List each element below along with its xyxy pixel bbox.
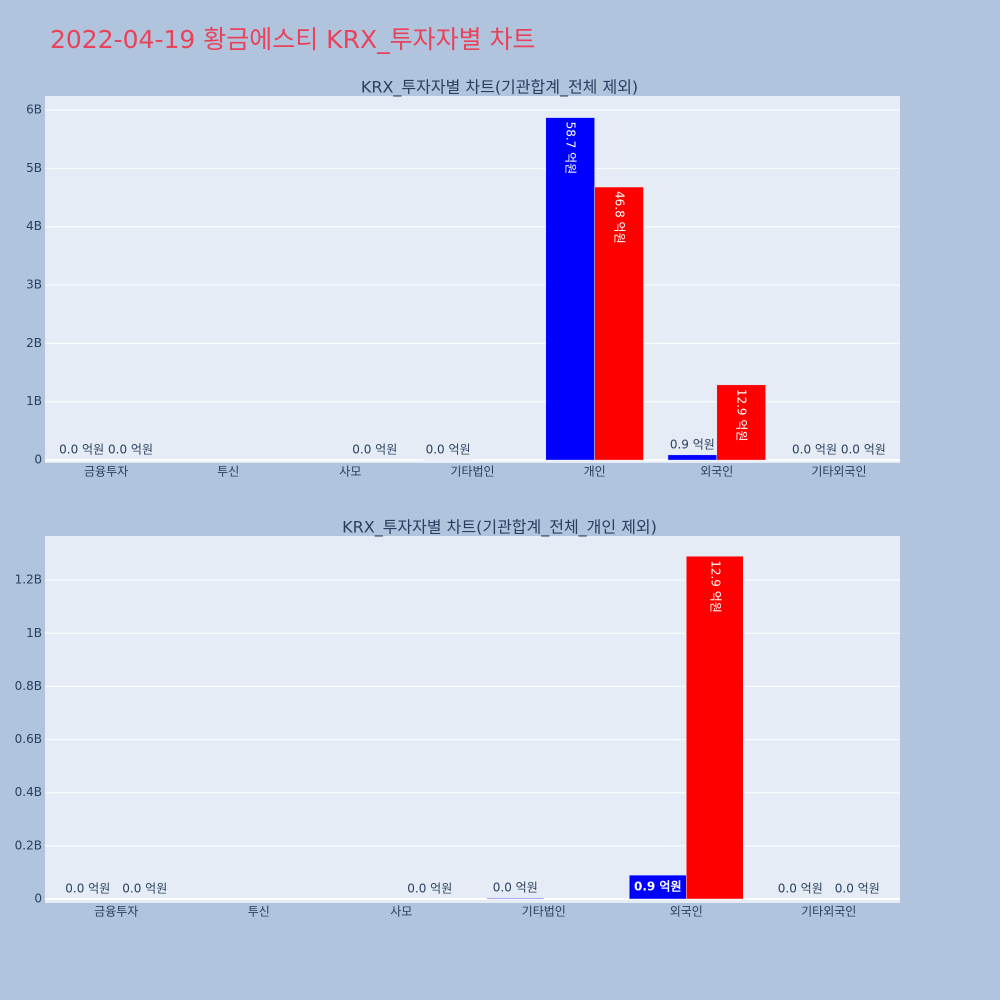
x-tick-label: 투신: [217, 465, 239, 479]
value-label: 0.0 억원: [792, 443, 837, 457]
y-tick-label: 0: [34, 453, 42, 467]
y-tick-label: 0.6B: [15, 732, 42, 746]
value-label: 0.0 억원: [108, 443, 153, 457]
x-tick-label: 투신: [248, 905, 270, 919]
value-label: 0.0 억원: [122, 882, 167, 896]
x-tick-label: 외국인: [670, 905, 703, 919]
bar: [545, 117, 595, 461]
y-tick-label: 1B: [26, 394, 42, 408]
chart-title: KRX_투자자별 차트(기관합계_전체_개인 제외): [342, 518, 657, 538]
y-tick-label: 3B: [26, 278, 42, 292]
chart-title: KRX_투자자별 차트(기관합계_전체 제외): [361, 78, 638, 98]
value-label: 12.9 억원: [735, 389, 749, 442]
value-label: 0.9 억원: [634, 880, 682, 894]
x-tick-label: 외국인: [700, 465, 733, 479]
value-label: 58.7 억원: [564, 122, 578, 175]
y-tick-label: 2B: [26, 336, 42, 350]
x-tick-label: 금융투자: [94, 905, 138, 919]
value-label: 0.0 억원: [841, 443, 886, 457]
x-tick-label: 개인: [584, 465, 606, 479]
x-tick-label: 금융투자: [84, 465, 128, 479]
x-tick-label: 기타외국인: [811, 465, 866, 479]
bar: [667, 454, 718, 461]
value-label: 0.0 억원: [407, 882, 452, 896]
x-tick-label: 기타법인: [450, 465, 494, 479]
page-title: 2022-04-19 황금에스티 KRX_투자자별 차트: [50, 25, 536, 54]
value-label: 0.0 억원: [426, 442, 471, 456]
y-tick-label: 4B: [26, 219, 42, 233]
value-label: 0.0 억원: [778, 882, 823, 896]
y-tick-label: 0.8B: [15, 679, 42, 693]
y-tick-label: 0: [34, 892, 42, 906]
y-tick-label: 5B: [26, 161, 42, 175]
value-label: 0.0 억원: [59, 443, 104, 457]
value-label: 0.9 억원: [670, 437, 715, 451]
x-tick-label: 사모: [339, 465, 361, 479]
bar: [486, 897, 544, 900]
y-tick-label: 6B: [26, 103, 42, 117]
plot-area: [45, 96, 900, 463]
x-tick-label: 기타법인: [522, 905, 566, 919]
value-label: 12.9 억원: [708, 560, 722, 613]
bar: [594, 186, 644, 461]
value-label: 0.0 억원: [493, 881, 538, 895]
bar: [686, 555, 744, 900]
bar: [716, 384, 766, 461]
x-tick-label: 기타외국인: [801, 905, 856, 919]
y-tick-label: 1.2B: [15, 573, 42, 587]
y-tick-label: 1B: [26, 626, 42, 640]
value-label: 0.0 억원: [352, 443, 397, 457]
x-tick-label: 사모: [390, 905, 412, 919]
y-tick-label: 0.2B: [15, 838, 42, 852]
y-tick-label: 0.4B: [15, 785, 42, 799]
value-label: 0.0 억원: [65, 882, 110, 896]
plot-area: [45, 536, 900, 903]
value-label: 0.0 억원: [835, 882, 880, 896]
value-label: 46.8 억원: [613, 191, 627, 244]
